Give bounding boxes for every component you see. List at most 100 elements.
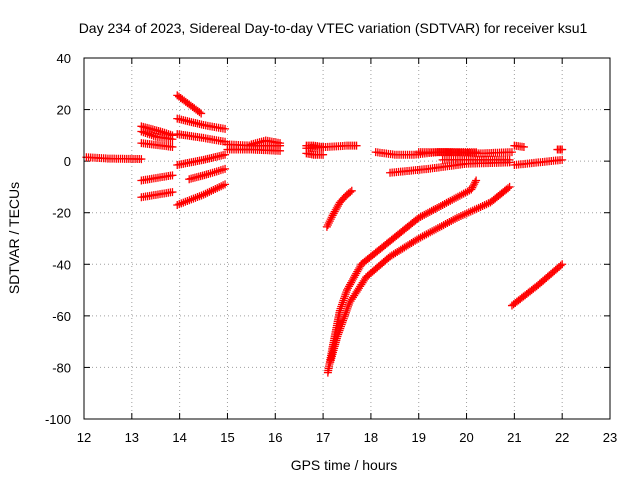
data-point xyxy=(168,135,177,144)
series-s26 xyxy=(553,145,567,154)
data-point xyxy=(344,300,353,309)
data-point xyxy=(472,176,481,185)
y-tick-label: 20 xyxy=(57,103,71,118)
series-s27 xyxy=(323,176,481,377)
data-point xyxy=(425,207,434,216)
data-point xyxy=(427,206,436,215)
data-point xyxy=(471,178,480,187)
data-point xyxy=(199,190,208,199)
y-axis-label: SDTVAR / TECUs xyxy=(6,182,22,294)
series-s10 xyxy=(173,150,230,170)
series-s14 xyxy=(223,145,285,155)
data-point xyxy=(352,141,361,150)
data-point xyxy=(168,188,177,197)
data-point xyxy=(558,260,567,269)
data-point xyxy=(347,186,356,195)
data-point xyxy=(336,322,345,331)
x-tick-label: 17 xyxy=(316,430,330,445)
data-point xyxy=(474,203,483,212)
data-point xyxy=(423,208,432,217)
data-point xyxy=(519,142,528,151)
x-tick-label: 13 xyxy=(125,430,139,445)
series-s29 xyxy=(507,260,567,310)
data-point xyxy=(482,200,491,209)
data-point xyxy=(558,155,567,164)
data-point xyxy=(418,211,427,220)
data-point xyxy=(339,316,348,325)
data-point xyxy=(458,211,467,220)
data-point xyxy=(326,215,335,224)
data-point xyxy=(340,312,349,321)
data-point xyxy=(322,222,331,231)
data-point xyxy=(505,182,514,191)
data-point xyxy=(338,318,347,327)
data-point xyxy=(207,186,216,195)
plot-frame xyxy=(83,57,611,420)
data-point xyxy=(217,182,226,191)
data-point xyxy=(324,219,333,228)
data-point xyxy=(341,310,350,319)
data-point xyxy=(335,326,344,335)
data-point xyxy=(333,332,342,341)
data-point xyxy=(334,330,343,339)
data-point xyxy=(343,302,352,311)
x-axis-label: GPS time / hours xyxy=(291,457,398,473)
series-s23 xyxy=(438,155,514,164)
series-s25 xyxy=(510,155,567,170)
series-s19 xyxy=(322,186,356,231)
series-s6 xyxy=(137,188,177,202)
data-point xyxy=(462,209,471,218)
data-point xyxy=(327,213,336,222)
data-point xyxy=(451,214,460,223)
data-point xyxy=(342,306,351,315)
series-s8 xyxy=(173,114,230,133)
data-points xyxy=(82,91,567,377)
data-point xyxy=(466,207,475,216)
series-s24 xyxy=(510,141,528,151)
data-point xyxy=(201,189,210,198)
data-point xyxy=(276,146,285,155)
data-point xyxy=(221,180,230,189)
data-point xyxy=(468,183,477,192)
data-point xyxy=(416,212,425,221)
x-tick-label: 19 xyxy=(411,430,425,445)
data-point xyxy=(137,155,146,164)
y-tick-label: -60 xyxy=(52,309,71,324)
data-point xyxy=(456,212,465,221)
data-point xyxy=(431,204,440,213)
data-point xyxy=(476,202,485,211)
data-point xyxy=(346,188,355,197)
data-point xyxy=(470,180,479,189)
data-point xyxy=(168,171,177,180)
data-point xyxy=(468,206,477,215)
y-tick-label: -80 xyxy=(52,360,71,375)
data-point xyxy=(503,184,512,193)
chart-title: Day 234 of 2023, Sidereal Day-to-day VTE… xyxy=(79,20,588,36)
series-s11 xyxy=(185,164,230,184)
x-tick-label: 16 xyxy=(268,430,282,445)
data-point xyxy=(469,181,478,190)
series-s4 xyxy=(137,139,177,151)
data-point xyxy=(219,181,228,190)
data-point xyxy=(215,183,224,192)
data-point xyxy=(478,202,487,211)
x-tick-label: 23 xyxy=(603,430,617,445)
data-point xyxy=(203,188,212,197)
x-tick-labels: 12 13 14 15 16 17 18 19 20 21 22 23 xyxy=(77,58,617,445)
data-point xyxy=(434,202,443,211)
data-point xyxy=(209,185,218,194)
data-point xyxy=(343,304,352,313)
data-point xyxy=(323,220,332,229)
data-point xyxy=(464,208,473,217)
x-tick-label: 12 xyxy=(77,430,91,445)
y-tick-label: 0 xyxy=(64,154,71,169)
series-s1 xyxy=(82,153,146,164)
data-point xyxy=(325,217,334,226)
series-s5 xyxy=(137,171,177,185)
data-point xyxy=(336,324,345,333)
y-tick-label: -40 xyxy=(52,257,71,272)
y-tick-label: -100 xyxy=(45,412,71,427)
data-point xyxy=(213,184,222,193)
series-s3 xyxy=(137,127,177,144)
